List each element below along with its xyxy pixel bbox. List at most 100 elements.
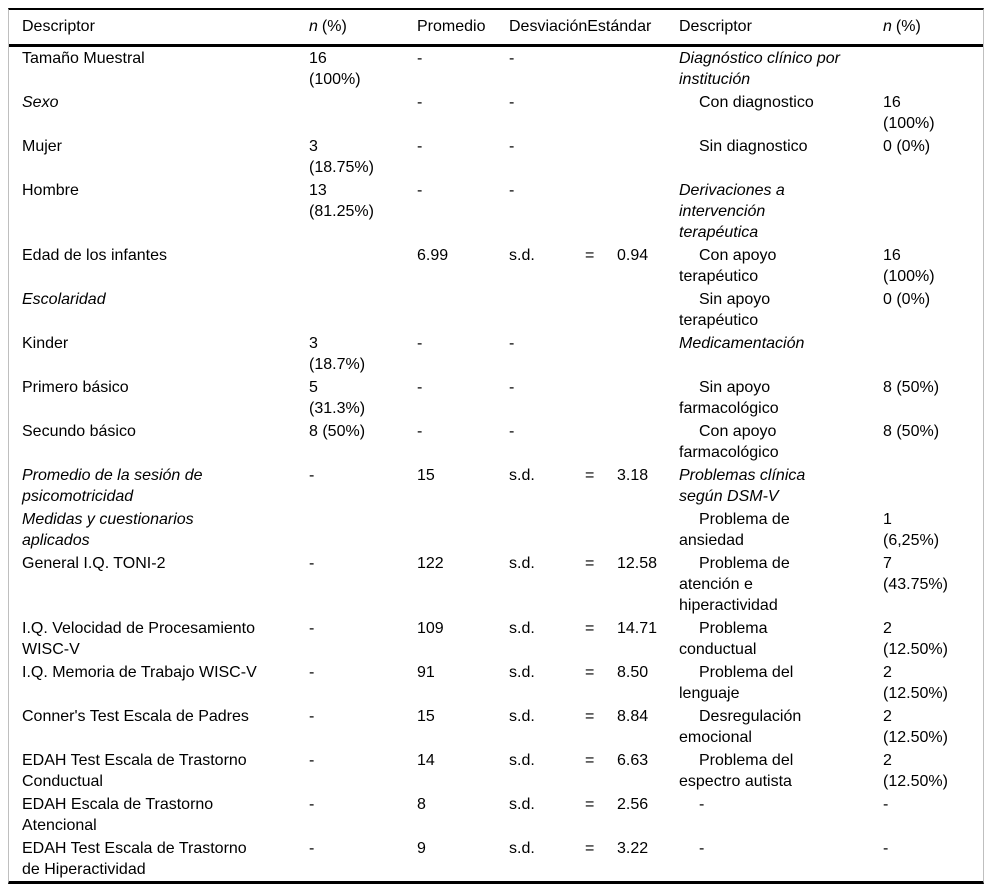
sd-label: s.d. — [509, 247, 535, 264]
descriptor-right-cell: Sin apoyo farmacológico — [679, 379, 779, 417]
n-italic: n — [309, 18, 318, 35]
desviacion-estandar-cell: - — [509, 376, 679, 420]
sd-equals: = — [585, 467, 595, 484]
descriptor-left-cell: Secundo básico — [22, 423, 136, 440]
promedio-cell: - — [417, 379, 423, 396]
n-pct-right-cell: 2 (12.50%) — [883, 708, 948, 746]
sd-label: - — [509, 335, 515, 352]
descriptor-left-cell: Tamaño Muestral — [22, 50, 145, 67]
promedio-cell: 8 — [417, 796, 426, 813]
table-row: EDAH Escala de Trastorno Atencional - 8 s.d… — [9, 793, 983, 837]
desviacion-estandar-cell: s.d. = 2.56 — [509, 793, 679, 837]
promedio-cell: - — [417, 138, 423, 155]
sd-label: s.d. — [509, 620, 535, 637]
desviacion-estandar-cell: s.d. = 0.94 — [509, 244, 679, 288]
descriptor-left-cell: Mujer — [22, 138, 63, 155]
n-pct-right-cell: - — [883, 840, 889, 857]
column-header-descriptor-left: Descriptor — [9, 10, 309, 47]
n-pct-left-cell: 3 (18.75%) — [309, 138, 374, 176]
sd-value: 12.58 — [617, 555, 658, 572]
descriptor-left-cell: Medidas y cuestionarios aplicados — [22, 511, 194, 549]
header-row: Descriptor n (%) Promedio DesviaciónEstán… — [9, 10, 983, 47]
n-pct-left-cell: - — [309, 664, 315, 681]
descriptor-right-cell: - — [699, 796, 705, 813]
n-pct-left-cell: 16 (100%) — [309, 50, 361, 88]
n-pct-left-cell: - — [309, 555, 315, 572]
descriptor-right-cell: Medicamentación — [679, 335, 805, 352]
column-header-n-pct-left: n (%) — [309, 10, 417, 47]
sd-value: 0.94 — [617, 247, 649, 264]
sd-equals: = — [585, 664, 595, 681]
desviacion-estandar-cell: - — [509, 46, 679, 92]
descriptor-left-cell: I.Q. Velocidad de Procesamiento WISC-V — [22, 620, 256, 658]
sd-label: s.d. — [509, 467, 535, 484]
promedio-cell: 15 — [417, 467, 435, 484]
promedio-cell: - — [417, 335, 423, 352]
table-row: I.Q. Velocidad de Procesamiento WISC-V - 1… — [9, 617, 983, 661]
promedio-cell — [417, 288, 509, 332]
n-pct-left-cell: - — [309, 620, 315, 637]
sd-label: - — [509, 423, 515, 440]
promedio-cell: - — [417, 50, 423, 67]
column-header-desviacion-estandar: DesviaciónEstándar — [509, 10, 679, 47]
sd-equals: = — [585, 620, 595, 637]
descriptor-right-cell: Problema del lenguaje — [679, 664, 794, 702]
n-pct-right-cell: 0 (0%) — [883, 138, 931, 155]
table-row: Sexo - - Con diagnostico 16 (100%) — [9, 91, 983, 135]
table-row: EDAH Test Escala de Trastorno de Hiperac… — [9, 837, 983, 881]
descriptor-right-cell: - — [699, 840, 705, 857]
pct-label: (%) — [321, 18, 347, 35]
n-pct-right-cell: 1 (6,25%) — [883, 511, 940, 549]
descriptor-right-cell: Problema conductual — [679, 620, 768, 658]
sd-label: s.d. — [509, 796, 535, 813]
pct-label: (%) — [895, 18, 921, 35]
promedio-cell: - — [417, 423, 423, 440]
column-header-descriptor-right: Descriptor — [679, 10, 883, 47]
sd-label: s.d. — [509, 840, 535, 857]
sd-equals: = — [585, 708, 595, 725]
promedio-cell: 9 — [417, 840, 426, 857]
desviacion-estandar-cell: s.d. = 14.71 — [509, 617, 679, 661]
n-pct-left-cell: 5 (31.3%) — [309, 379, 366, 417]
desviacion-estandar-cell: - — [509, 135, 679, 179]
sd-equals: = — [585, 840, 595, 857]
descriptor-right-cell: Problema de ansiedad — [679, 511, 790, 549]
table-row: I.Q. Memoria de Trabajo WISC-V - 91 s.d. = 8.… — [9, 661, 983, 705]
n-pct-left-cell: 8 (50%) — [309, 423, 366, 440]
sd-value: 3.22 — [617, 840, 649, 857]
n-pct-left-cell — [309, 508, 417, 552]
n-pct-right-cell: 16 (100%) — [883, 94, 935, 132]
promedio-cell: 109 — [417, 620, 444, 637]
descriptor-left-cell: EDAH Test Escala de Trastorno Conductual — [22, 752, 247, 790]
sd-label: s.d. — [509, 752, 535, 769]
n-pct-left-cell: 3 (18.7%) — [309, 335, 366, 373]
n-pct-right-cell — [883, 46, 983, 92]
descriptor-right-cell: Problemas clínica según DSM-V — [679, 467, 806, 505]
desviacion-estandar-cell: s.d. = 6.63 — [509, 749, 679, 793]
sd-value: 6.63 — [617, 752, 649, 769]
n-pct-left-cell — [309, 288, 417, 332]
promedio-cell: 91 — [417, 664, 435, 681]
table-row: Hombre 13 (81.25%) - - Derivaciones a interv… — [9, 179, 983, 244]
descriptor-left-cell: Sexo — [22, 94, 59, 111]
sd-label: s.d. — [509, 708, 535, 725]
table-row: Edad de los infantes 6.99 s.d. = 0.94 Con apo… — [9, 244, 983, 288]
sd-label: - — [509, 94, 515, 111]
desviacion-estandar-cell: - — [509, 420, 679, 464]
n-pct-left-cell: - — [309, 467, 315, 484]
table-body: Tamaño Muestral 16 (100%) - - Diagnóstico cl… — [9, 46, 983, 882]
table-border-box: Descriptor n (%) Promedio DesviaciónEstán… — [8, 8, 984, 884]
promedio-cell: 14 — [417, 752, 435, 769]
table-row: Primero básico 5 (31.3%) - - Sin apoyo farma… — [9, 376, 983, 420]
promedio-cell — [417, 508, 509, 552]
n-pct-right-cell: 8 (50%) — [883, 423, 940, 440]
desviacion-estandar-cell: s.d. = 3.18 — [509, 464, 679, 508]
sd-value: 3.18 — [617, 467, 649, 484]
n-pct-right-cell: 2 (12.50%) — [883, 620, 948, 658]
promedio-cell: 6.99 — [417, 247, 449, 264]
descriptor-right-cell: Sin diagnostico — [699, 138, 808, 155]
descriptor-right-cell: Problema de atención e hiperactividad — [679, 555, 790, 614]
n-pct-right-cell: - — [883, 796, 889, 813]
descriptor-right-cell: Con diagnostico — [699, 94, 814, 111]
